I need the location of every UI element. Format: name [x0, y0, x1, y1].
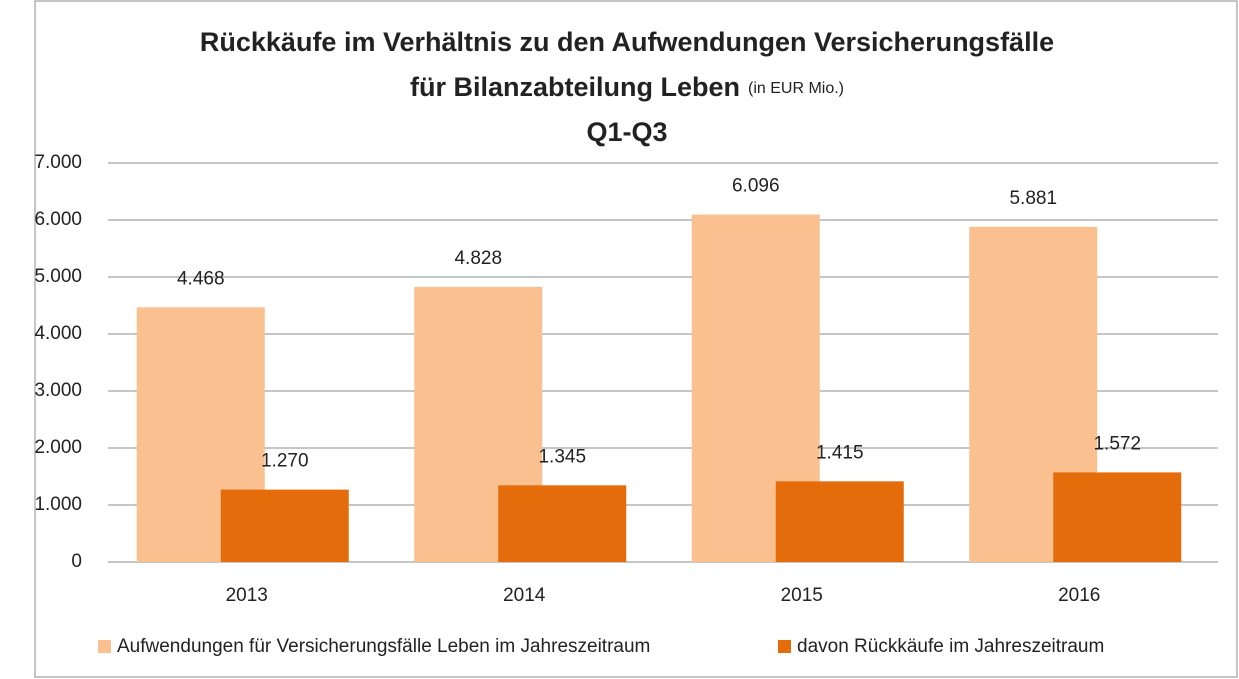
- bar: [220, 489, 349, 562]
- legend-swatch: [98, 640, 111, 653]
- value-label: 5.881: [1009, 188, 1057, 209]
- bar: [498, 485, 627, 562]
- y-tick-label: 7.000: [34, 152, 82, 173]
- value-label: 6.096: [732, 176, 780, 197]
- value-label: 1.415: [816, 442, 864, 463]
- value-label: 1.270: [261, 451, 309, 472]
- y-tick-label: 4.000: [34, 323, 82, 344]
- chart-title: Rückkäufe im Verhältnis zu den Aufwendun…: [200, 27, 1054, 57]
- chart-title-line2: für Bilanzabteilung Leben (in EUR Mio.): [410, 72, 844, 102]
- y-tick-label: 6.000: [34, 209, 82, 230]
- y-tick-label: 0: [71, 551, 82, 572]
- value-label: 1.345: [538, 446, 586, 467]
- legend-swatch: [778, 640, 791, 653]
- legend-label: davon Rückkäufe im Jahreszeitraum: [797, 636, 1104, 657]
- x-tick-label: 2013: [226, 585, 268, 606]
- value-label: 4.468: [177, 268, 225, 289]
- y-tick-label: 1.000: [34, 494, 82, 515]
- x-tick-label: 2016: [1058, 585, 1100, 606]
- y-tick-label: 2.000: [34, 437, 82, 458]
- bar: [775, 481, 904, 562]
- legend-label: Aufwendungen für Versicherungsfälle Lebe…: [117, 636, 650, 657]
- bar: [1053, 472, 1182, 562]
- chart-subtitle: Q1-Q3: [586, 117, 667, 147]
- value-label: 4.828: [454, 248, 502, 269]
- y-tick-label: 3.000: [34, 380, 82, 401]
- y-tick-label: 5.000: [34, 266, 82, 287]
- x-tick-label: 2015: [781, 585, 823, 606]
- x-tick-label: 2014: [503, 585, 546, 606]
- title-line2: für Bilanzabteilung Leben: [410, 72, 740, 102]
- value-label: 1.572: [1093, 433, 1141, 454]
- title-unit: (in EUR Mio.): [748, 80, 844, 97]
